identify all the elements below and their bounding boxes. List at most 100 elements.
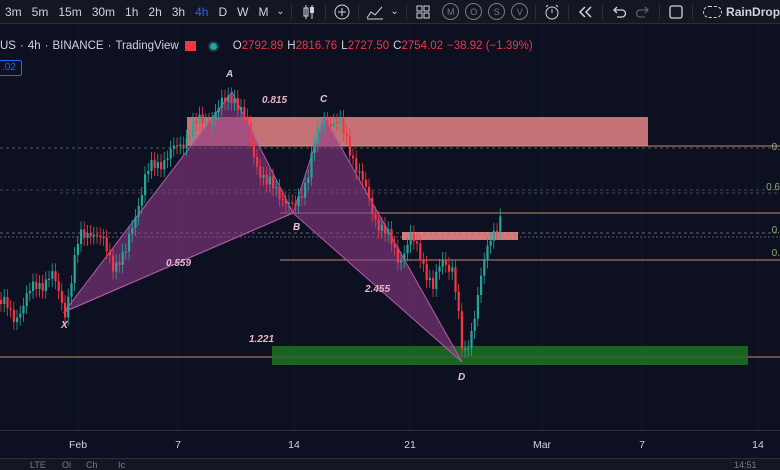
candle-body	[60, 290, 63, 303]
candle-body	[156, 162, 159, 169]
circle-button-m[interactable]: M	[442, 3, 460, 20]
candle-body	[185, 137, 188, 149]
chart-canvas[interactable]	[0, 25, 780, 435]
bottom-item[interactable]: LTE	[30, 460, 46, 470]
candle-body	[121, 251, 124, 266]
candle-body	[377, 219, 380, 231]
cloud-icon[interactable]	[703, 5, 723, 18]
timeframe-3m[interactable]: 3m	[5, 4, 22, 19]
timeframe-M[interactable]: M	[258, 4, 269, 19]
time-axis[interactable]: Feb 7 14 21 Mar 7 14	[0, 430, 780, 458]
layout-grid-icon[interactable]	[411, 0, 435, 24]
replay-icon[interactable]	[573, 0, 597, 24]
candle-body	[188, 136, 191, 139]
candle-body	[105, 237, 108, 252]
fullscreen-icon[interactable]	[664, 0, 688, 24]
circle-button-s[interactable]: S	[488, 3, 506, 20]
candle-body	[96, 234, 99, 236]
candle-body	[64, 302, 67, 318]
chevron-down-icon[interactable]: ⌄	[276, 6, 285, 17]
candle-body	[144, 174, 147, 196]
bottom-item[interactable]: Ch	[86, 460, 98, 470]
candle-body	[489, 240, 492, 246]
candle-body	[3, 296, 6, 304]
timeframe-W[interactable]: W	[237, 4, 249, 19]
time-tick: 7	[175, 439, 181, 451]
divider	[324, 3, 326, 20]
undo-icon[interactable]	[607, 0, 631, 24]
raindrop-label[interactable]: RainDrop	[726, 4, 780, 19]
timeframe-2h[interactable]: 2h	[148, 4, 162, 19]
candle-body	[83, 229, 86, 238]
candle-body	[89, 232, 92, 237]
candle-body	[492, 230, 495, 241]
candle-body	[284, 199, 287, 204]
divider	[406, 3, 407, 20]
candle-body	[486, 245, 489, 261]
indicators-icon[interactable]	[363, 0, 387, 24]
chevron-down-icon[interactable]: ⌄	[390, 6, 399, 17]
bottom-status-bar: LTE Ol Ch Ic 14:51	[0, 458, 780, 470]
candle-body	[259, 166, 262, 178]
candle-body	[406, 244, 409, 254]
candle-body	[166, 158, 169, 160]
timeframe-D[interactable]: D	[218, 4, 228, 19]
candle-body	[281, 198, 284, 201]
symbol-name[interactable]: US	[0, 40, 16, 52]
candle-body	[473, 318, 476, 332]
candle-body	[368, 186, 371, 198]
candle-body	[400, 259, 403, 263]
divider	[357, 3, 359, 20]
candle-body	[380, 224, 383, 231]
chart-pane[interactable]	[0, 25, 780, 435]
plus-circle-icon[interactable]	[330, 0, 354, 24]
candle-body	[387, 229, 390, 234]
candle-body	[265, 174, 268, 185]
fib-level-label: 0.	[771, 225, 780, 236]
bottom-item[interactable]: Ol	[62, 460, 71, 470]
divider	[291, 3, 293, 20]
timeframe-30m[interactable]: 30m	[91, 4, 116, 19]
flag-icon[interactable]	[184, 41, 196, 51]
candle-body	[307, 177, 310, 184]
timeframe-4h[interactable]: 4h	[195, 4, 209, 19]
indicator-value-box[interactable]: .02	[0, 60, 22, 76]
point-label-c: C	[320, 94, 328, 105]
candle-body	[457, 291, 460, 312]
candle-body	[448, 264, 451, 272]
timeframe-5m[interactable]: 5m	[31, 4, 49, 19]
bottom-item[interactable]: Ic	[118, 460, 126, 470]
candle-body	[112, 255, 115, 272]
candle-body	[208, 121, 211, 125]
candle-body	[342, 118, 345, 134]
timeframe-3h[interactable]: 3h	[171, 4, 186, 19]
candle-body	[396, 247, 399, 263]
candle-body	[22, 305, 25, 314]
legend-exchange: BINANCE	[52, 40, 104, 52]
candle-body	[329, 124, 332, 127]
alert-icon[interactable]	[540, 0, 564, 24]
legend-separator: ·	[19, 40, 24, 52]
candle-body	[19, 313, 22, 318]
candle-body	[441, 259, 444, 267]
circle-button-v[interactable]: V	[511, 3, 529, 20]
candle-body	[403, 253, 406, 260]
timeframe-1h[interactable]: 1h	[125, 4, 139, 19]
divider	[601, 3, 603, 20]
redo-icon[interactable]	[631, 0, 655, 24]
candle-body	[409, 233, 412, 245]
candle-body	[444, 259, 447, 265]
circle-button-o[interactable]: O	[465, 3, 483, 20]
divider	[659, 3, 661, 20]
candle-body	[288, 202, 291, 204]
time-tick: Feb	[68, 439, 88, 451]
candle-body	[374, 214, 377, 220]
candle-body	[214, 112, 217, 120]
candle-body	[38, 283, 41, 289]
timeframe-15m[interactable]: 15m	[58, 4, 82, 19]
candle-body	[428, 277, 431, 281]
candle-body	[460, 311, 463, 350]
legend-separator: ·	[44, 40, 49, 52]
candles-icon[interactable]	[296, 0, 320, 24]
candle-body	[176, 145, 179, 147]
